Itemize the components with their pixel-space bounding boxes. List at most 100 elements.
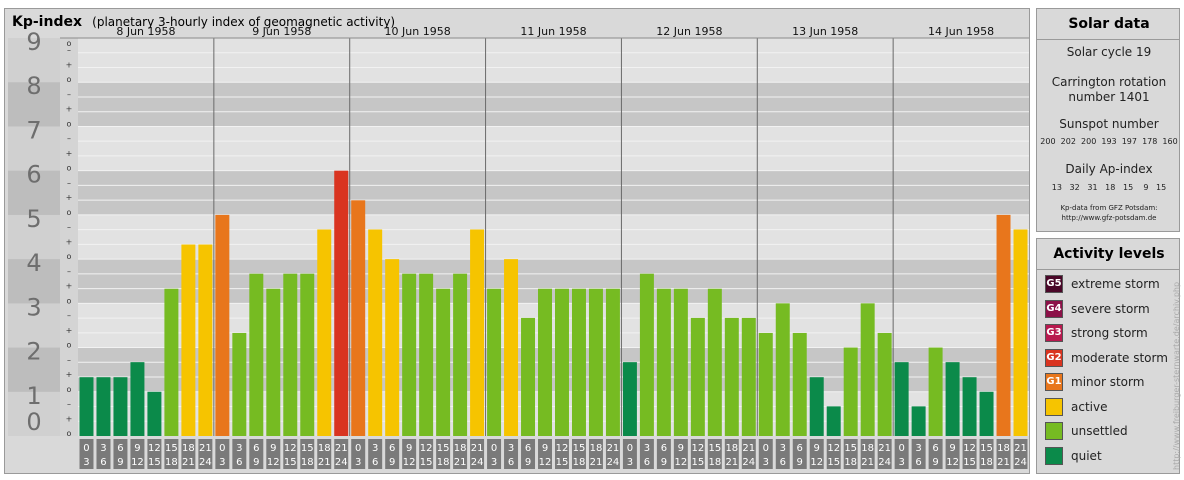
kp-bar (605, 288, 620, 436)
activity-divider (1037, 269, 1179, 270)
interval-box (351, 439, 366, 469)
interval-box (588, 439, 603, 469)
kp-label-band (8, 82, 60, 127)
kp-bar (707, 288, 722, 436)
y-tick-label: 2 (26, 338, 41, 366)
interval-end-label: 18 (573, 457, 586, 468)
kp-bar (419, 273, 434, 436)
interval-end-label: 15 (420, 457, 433, 468)
interval-start-label: 15 (708, 443, 721, 454)
interval-start-label: 18 (318, 443, 331, 454)
interval-box (809, 439, 824, 469)
kp-bar (928, 347, 943, 436)
y-minor-tick-label: o (67, 164, 72, 173)
interval-box (860, 439, 875, 469)
kp-label-band (8, 214, 60, 260)
interval-end-label: 21 (997, 457, 1010, 468)
interval-box (300, 439, 315, 469)
interval-end-label: 24 (878, 457, 891, 468)
interval-start-label: 15 (301, 443, 314, 454)
interval-box (656, 439, 671, 469)
interval-box (504, 439, 519, 469)
interval-start-label: 18 (725, 443, 738, 454)
kp-bar (300, 273, 315, 436)
interval-start-label: 15 (844, 443, 857, 454)
legend-swatch: G3 (1045, 324, 1063, 342)
kp-band (78, 38, 1029, 83)
y-minor-tick-label: + (66, 326, 73, 335)
y-minor-tick-label: – (67, 178, 71, 187)
interval-end-label: 12 (267, 457, 280, 468)
interval-box (470, 439, 485, 469)
interval-start-label: 21 (199, 443, 212, 454)
kp-bar (334, 170, 349, 436)
interval-box (368, 439, 383, 469)
source-line-2: http://www.gfz-potsdam.de (1061, 214, 1157, 222)
interval-start-label: 6 (797, 443, 803, 454)
kp-band (78, 214, 1029, 260)
y-minor-tick-label: o (67, 75, 72, 84)
kp-bar (283, 273, 298, 436)
interval-end-label: 9 (389, 457, 395, 468)
kp-bar (504, 259, 519, 436)
interval-box (79, 439, 94, 469)
y-minor-tick-label: – (67, 267, 71, 276)
interval-end-label: 21 (318, 457, 331, 468)
y-minor-tick-label: – (67, 90, 71, 99)
interval-end-label: 9 (797, 457, 803, 468)
interval-end-label: 18 (708, 457, 721, 468)
kp-bar (962, 377, 977, 436)
y-minor-tick-label: o (67, 119, 72, 128)
interval-start-label: 0 (627, 443, 633, 454)
kp-bar (147, 391, 162, 436)
interval-box (317, 439, 332, 469)
interval-end-label: 6 (915, 457, 921, 468)
interval-end-label: 12 (539, 457, 552, 468)
interval-start-label: 6 (389, 443, 395, 454)
interval-end-label: 15 (963, 457, 976, 468)
interval-start-label: 12 (691, 443, 704, 454)
interval-box (979, 439, 994, 469)
interval-end-label: 24 (607, 457, 620, 468)
interval-start-label: 21 (335, 443, 348, 454)
interval-end-label: 21 (861, 457, 874, 468)
interval-start-label: 3 (644, 443, 650, 454)
interval-end-label: 15 (284, 457, 297, 468)
interval-start-label: 9 (678, 443, 684, 454)
interval-start-label: 18 (590, 443, 603, 454)
interval-start-label: 18 (182, 443, 195, 454)
interval-start-label: 0 (219, 443, 225, 454)
kp-band (78, 259, 1029, 304)
interval-start-label: 15 (437, 443, 450, 454)
day-header-label: 13 Jun 1958 (792, 25, 858, 38)
kp-bar (690, 317, 705, 436)
day-header-label: 8 Jun 1958 (116, 25, 175, 38)
kp-bar (555, 288, 569, 436)
interval-end-label: 15 (691, 457, 704, 468)
day-header-label: 14 Jun 1958 (928, 25, 994, 38)
interval-end-label: 21 (454, 457, 467, 468)
interval-start-label: 9 (542, 443, 548, 454)
interval-box (385, 439, 400, 469)
interval-box (911, 439, 926, 469)
interval-start-label: 12 (827, 443, 840, 454)
activity-levels-panel: Activity levels G5 extreme storm G4 severe … (1036, 238, 1180, 474)
interval-end-label: 24 (199, 457, 212, 468)
interval-start-label: 0 (491, 443, 497, 454)
interval-box (622, 439, 637, 469)
interval-end-label: 6 (236, 457, 242, 468)
interval-box (639, 439, 654, 469)
interval-box (690, 439, 705, 469)
legend-label: unsettled (1071, 424, 1128, 438)
y-tick-label: 8 (26, 72, 41, 100)
kp-label-band (8, 170, 60, 215)
interval-end-label: 6 (508, 457, 514, 468)
interval-box (538, 439, 552, 469)
interval-end-label: 9 (525, 457, 531, 468)
interval-box (775, 439, 790, 469)
kp-bar (198, 244, 213, 436)
y-tick-label: 6 (26, 161, 41, 189)
legend-swatch: G4 (1045, 299, 1063, 318)
interval-start-label: 9 (406, 443, 412, 454)
y-minor-tick-label: o (67, 385, 72, 394)
